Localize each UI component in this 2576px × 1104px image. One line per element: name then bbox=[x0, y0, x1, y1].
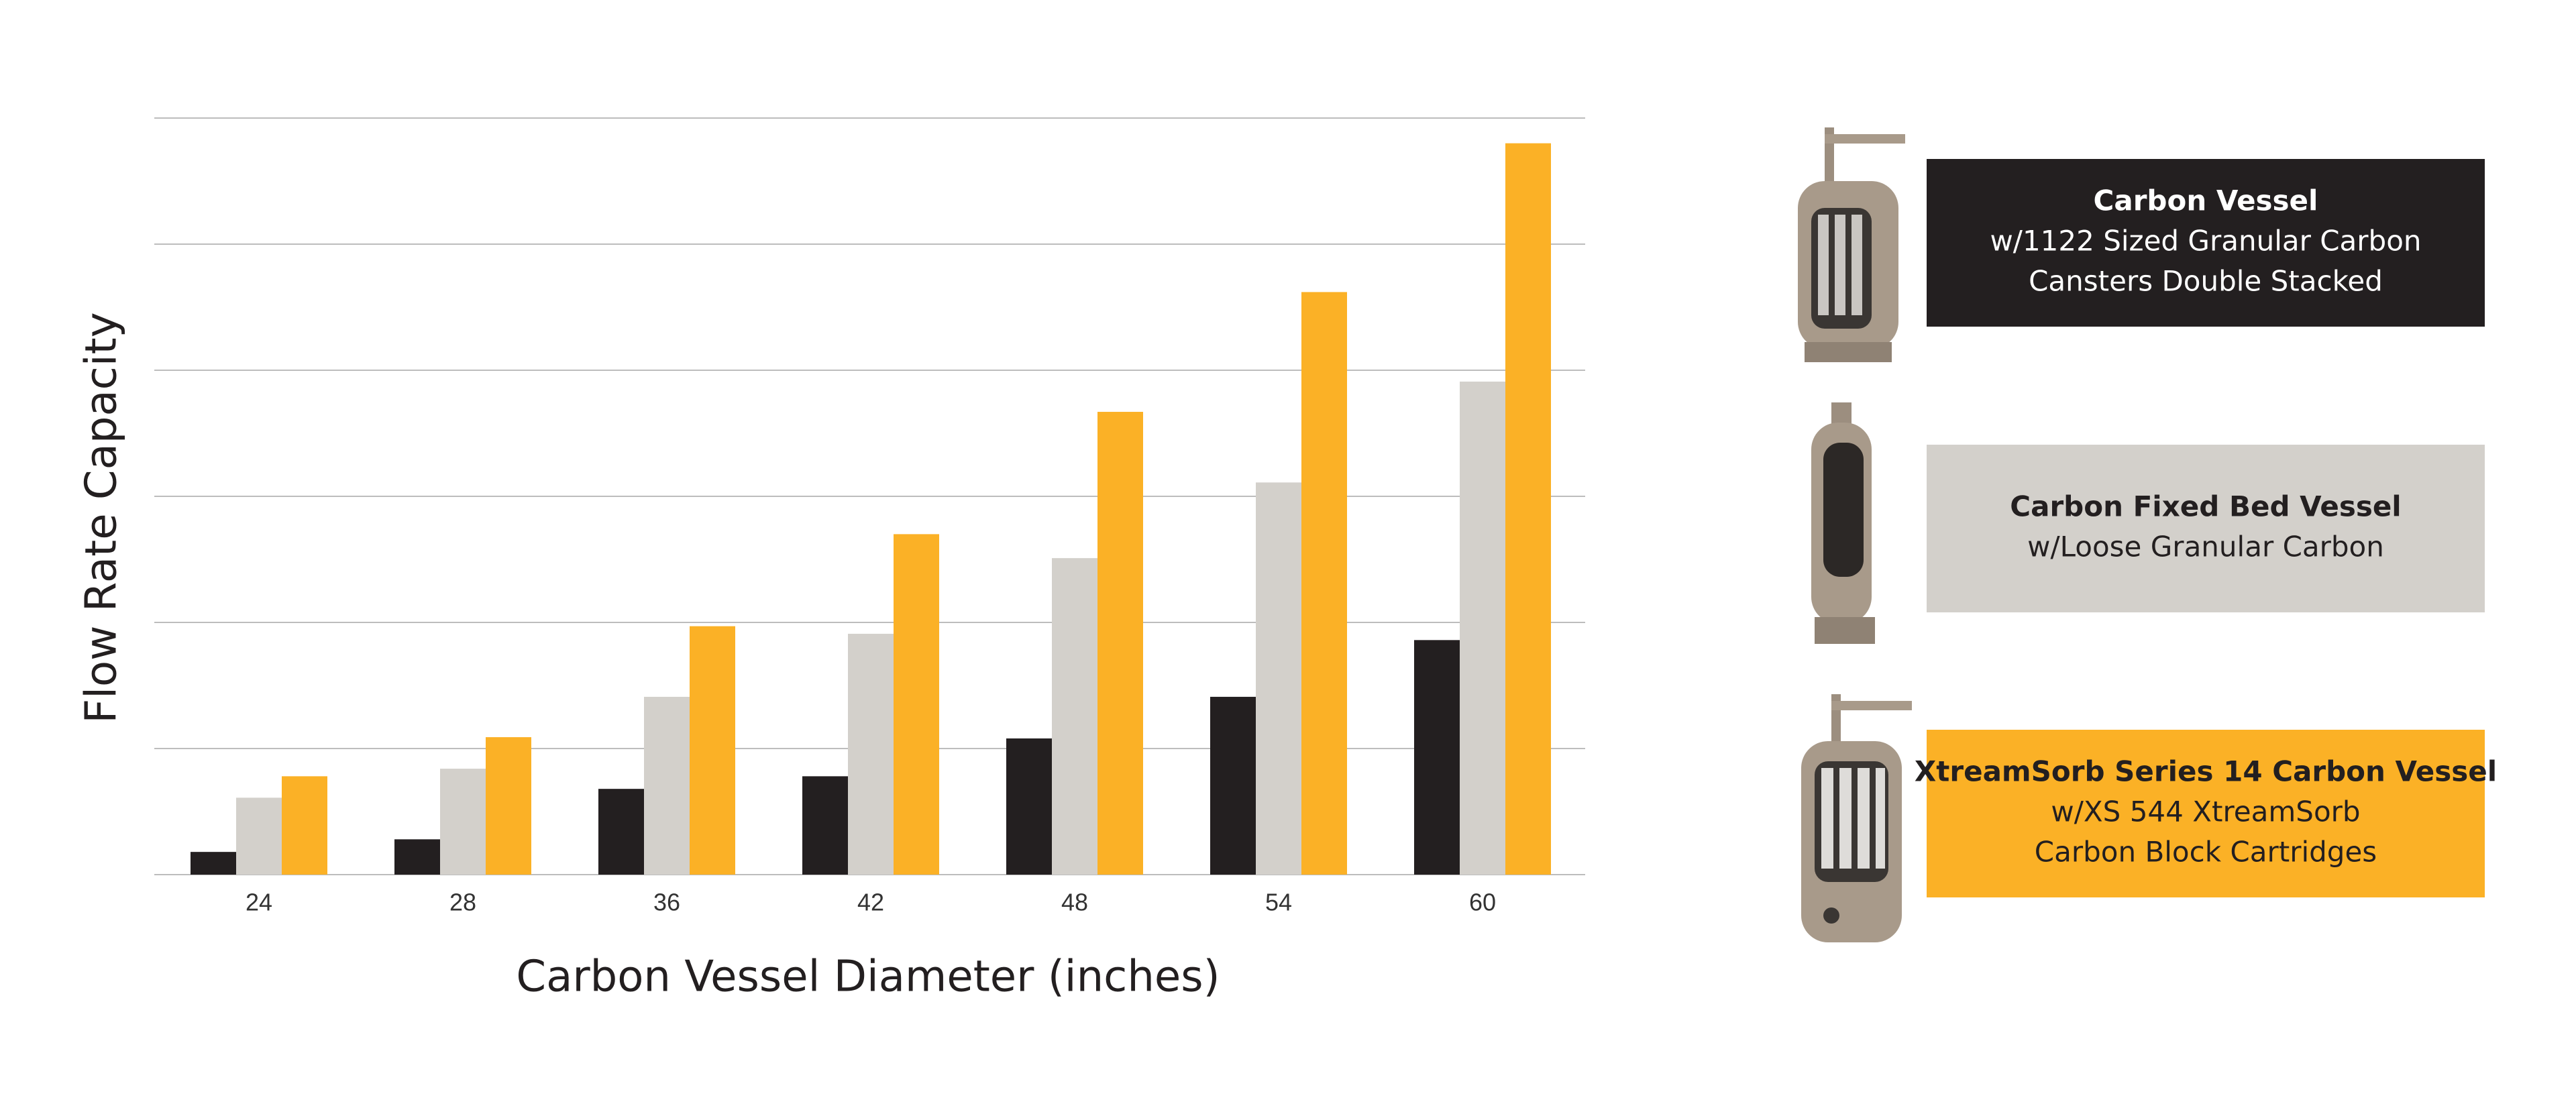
x-tick-label: 36 bbox=[653, 889, 680, 916]
x-tick-label: 48 bbox=[1061, 889, 1088, 916]
bar bbox=[236, 797, 282, 875]
x-tick-label: 60 bbox=[1469, 889, 1496, 916]
bar bbox=[1052, 558, 1097, 875]
x-tick-label: 54 bbox=[1265, 889, 1292, 916]
legend-description: w/Loose Granular Carbon bbox=[2027, 531, 2384, 563]
legend-label: XtreamSorb Series 14 Carbon Vessel bbox=[1915, 755, 2497, 788]
legend-description: Carbon Block Cartridges bbox=[2035, 836, 2377, 869]
bar bbox=[282, 776, 327, 875]
bar bbox=[1210, 696, 1256, 875]
bar bbox=[848, 633, 894, 875]
bar bbox=[1256, 482, 1301, 875]
bar bbox=[1505, 143, 1551, 875]
legend-label: Carbon Vessel bbox=[2094, 184, 2318, 217]
bar bbox=[802, 776, 848, 875]
legend-label: Carbon Fixed Bed Vessel bbox=[2010, 490, 2401, 523]
bar bbox=[191, 852, 236, 875]
bar bbox=[1097, 412, 1143, 875]
y-axis-title: Flow Rate Capacity bbox=[77, 312, 127, 723]
bar bbox=[894, 534, 939, 875]
x-tick-label: 24 bbox=[246, 889, 272, 916]
bar bbox=[486, 737, 531, 875]
bar bbox=[1414, 640, 1460, 875]
bar bbox=[440, 769, 486, 875]
vessel-illustration bbox=[1811, 402, 1875, 644]
bar bbox=[1460, 381, 1505, 875]
legend-description: w/XS 544 XtreamSorb bbox=[2051, 795, 2360, 828]
legend-swatch bbox=[1927, 445, 2485, 612]
bar bbox=[598, 789, 644, 875]
x-tick-label: 42 bbox=[857, 889, 884, 916]
legend-description: Cansters Double Stacked bbox=[2029, 265, 2383, 298]
legend-swatch bbox=[1927, 730, 2485, 897]
vessel-illustration bbox=[1801, 694, 1912, 942]
legend-description: w/1122 Sized Granular Carbon bbox=[1990, 225, 2421, 258]
x-axis-title: Carbon Vessel Diameter (inches) bbox=[516, 952, 1220, 1002]
bar bbox=[1301, 292, 1347, 875]
bar bbox=[690, 626, 735, 875]
x-tick-label: 28 bbox=[449, 889, 476, 916]
bar bbox=[1006, 738, 1052, 875]
vessel-illustration bbox=[1798, 127, 1905, 362]
bar bbox=[644, 696, 690, 875]
bar bbox=[394, 839, 440, 875]
legend-swatch bbox=[1927, 159, 2485, 327]
